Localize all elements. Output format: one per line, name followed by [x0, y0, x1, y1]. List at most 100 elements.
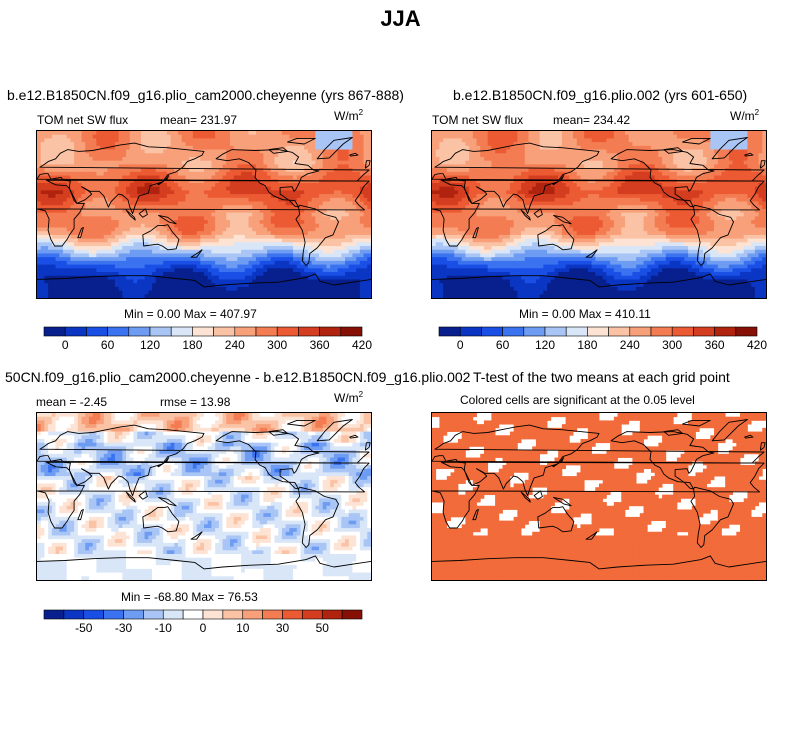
colorbar-swatch	[298, 326, 320, 337]
colorbar-tick-label: 120	[535, 338, 555, 352]
panel2-title: b.e12.B1850CN.f09_g16.plio.002 (yrs 601-…	[453, 87, 748, 103]
colorbar-swatch	[86, 326, 108, 337]
colorbar-swatch	[565, 326, 588, 337]
figure-title: JJA	[380, 6, 421, 31]
colorbar-tick-label: 50	[316, 621, 330, 635]
colorbar-swatch	[103, 609, 124, 620]
colorbar-swatch	[321, 609, 343, 620]
colorbar-tick-label: 300	[267, 338, 287, 352]
colorbar-swatch	[149, 326, 172, 337]
colorbar-swatch	[502, 326, 525, 337]
colorbar-tick-label: 180	[577, 338, 597, 352]
panel3-units: W/m2	[334, 390, 364, 405]
panel1-map	[36, 130, 372, 299]
colorbar-tick-label: 120	[140, 338, 160, 352]
colorbar-swatch	[202, 609, 224, 620]
colorbar-swatch	[587, 326, 609, 337]
colorbar-swatch	[170, 326, 193, 337]
colorbar-swatch	[608, 326, 631, 337]
panel2-map	[431, 130, 767, 299]
colorbar-swatch	[107, 326, 130, 337]
colorbar-swatch	[262, 609, 283, 620]
colorbar-swatch	[143, 609, 164, 620]
field-cells	[37, 131, 371, 298]
colorbar-swatch	[213, 326, 236, 337]
colorbar-swatch	[63, 609, 85, 620]
panel3-rmse: rmse = 13.98	[160, 395, 231, 409]
colorbar-swatch	[43, 609, 65, 620]
panel3-title: 50CN.f09_g16.plio_cam2000.cheyenne - b.e…	[5, 369, 471, 385]
colorbar-swatch	[43, 326, 66, 337]
panel2-colorbar: 0 60 120 180 240 300 360 420	[438, 326, 767, 357]
colorbar-tick-label: -10	[155, 621, 173, 635]
colorbar-swatch	[192, 326, 214, 337]
colorbar-tick-label: 360	[310, 338, 330, 352]
colorbar-tick-label: 30	[276, 621, 290, 635]
panel1-field	[37, 131, 371, 298]
colorbar-tick-label: 360	[705, 338, 725, 352]
colorbar-swatch	[340, 326, 363, 337]
colorbar-swatch	[162, 609, 184, 620]
colorbar-tick-label: 240	[620, 338, 640, 352]
colorbar-swatch	[459, 326, 482, 337]
panel1-mean: mean= 231.97	[160, 113, 238, 127]
colorbar-swatch	[629, 326, 652, 337]
panel2-mean: mean= 234.42	[553, 113, 631, 127]
colorbar-tick-label: 60	[496, 338, 510, 352]
colorbar-swatch	[544, 326, 567, 337]
colorbar-swatch	[64, 326, 87, 337]
panel1-units: W/m2	[334, 108, 364, 123]
panel4-map	[431, 412, 767, 581]
panel1-title: b.e12.B1850CN.f09_g16.plio_cam2000.cheye…	[7, 87, 404, 103]
coastline	[37, 419, 371, 570]
colorbar-swatch	[438, 326, 461, 337]
panel1-variable: TOM net SW flux	[37, 113, 129, 127]
panel2-variable: TOM net SW flux	[432, 113, 524, 127]
colorbar-tick-label: 240	[225, 338, 245, 352]
panel1-minmax: Min = 0.00 Max = 407.97	[124, 307, 257, 321]
colorbar-swatch	[128, 326, 151, 337]
field-cells	[432, 131, 766, 298]
colorbar-swatch	[523, 326, 546, 337]
colorbar-tick-label: 10	[236, 621, 250, 635]
colorbar-swatch	[276, 326, 299, 337]
colorbar-swatch	[182, 609, 204, 620]
colorbar-swatch	[302, 609, 323, 620]
colorbar-tick-label: 420	[747, 338, 767, 352]
colorbar-swatch	[481, 326, 503, 337]
colorbar-swatch	[83, 609, 104, 620]
colorbar-swatch	[242, 609, 263, 620]
colorbar-swatch	[671, 326, 694, 337]
colorbar-swatch	[319, 326, 342, 337]
colorbar-swatch	[714, 326, 737, 337]
colorbar-swatch	[341, 609, 363, 620]
panel3-field	[37, 413, 371, 580]
panel4-subtitle: Colored cells are significant at the 0.0…	[460, 393, 695, 407]
panel3-minmax: Min = -68.80 Max = 76.53	[121, 590, 258, 604]
colorbar-swatch	[255, 326, 278, 337]
colorbar-tick-label: -50	[75, 621, 93, 635]
panel2-minmax: Min = 0.00 Max = 410.11	[519, 307, 651, 321]
panel2-field	[432, 131, 766, 298]
panel4-field	[432, 413, 766, 580]
panel4-title: T-test of the two means at each grid poi…	[473, 369, 730, 385]
colorbar-tick-label: -30	[115, 621, 133, 635]
panel1-colorbar: 0 60 120 180 240 300 360 420	[43, 326, 372, 357]
colorbar-swatch	[693, 326, 715, 337]
colorbar-tick-label: 0	[200, 621, 207, 635]
panel2-units: W/m2	[730, 108, 760, 123]
colorbar-tick-label: 60	[101, 338, 115, 352]
panel3-colorbar: -50 -30 -10 0 10 30 50	[43, 609, 363, 640]
colorbar-tick-label: 0	[457, 338, 464, 352]
colorbar-swatch	[222, 609, 244, 620]
colorbar-swatch	[282, 609, 303, 620]
coastline	[432, 419, 766, 570]
field-cells	[37, 413, 371, 580]
coastline	[432, 137, 766, 288]
colorbar-tick-label: 0	[62, 338, 69, 352]
panel3-mean: mean = -2.45	[36, 395, 108, 409]
colorbar-tick-label: 420	[352, 338, 372, 352]
colorbar-swatch	[735, 326, 758, 337]
panel3-map	[36, 412, 372, 581]
colorbar-swatch	[234, 326, 257, 337]
